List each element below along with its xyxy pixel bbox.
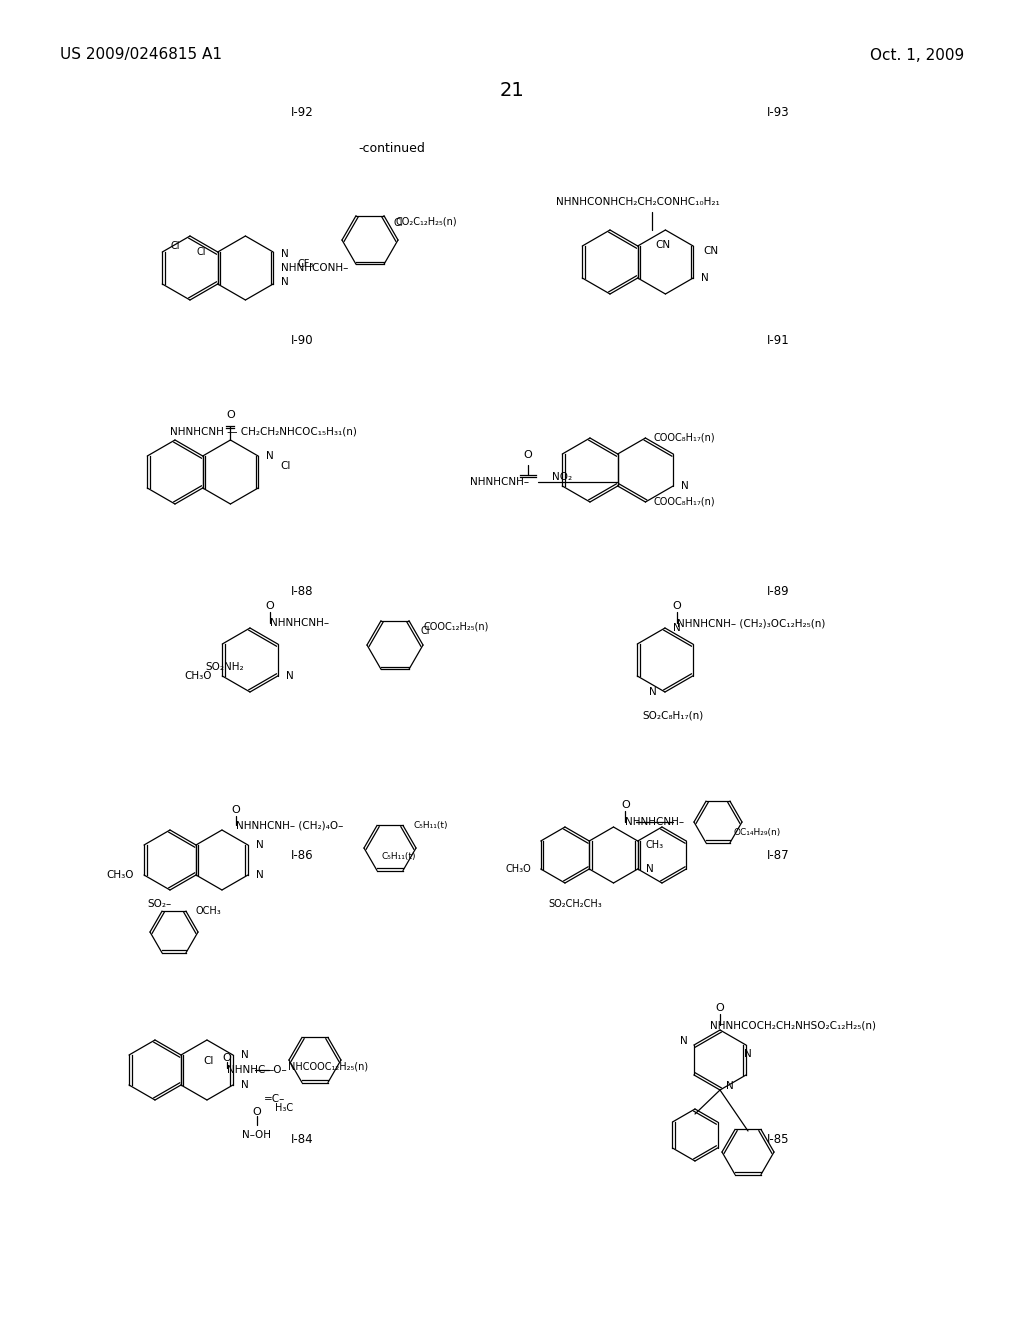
Text: N: N — [646, 865, 653, 874]
Text: N: N — [680, 1036, 688, 1045]
Text: NHNHC–: NHNHC– — [227, 1065, 270, 1074]
Text: N: N — [256, 840, 264, 850]
Text: O: O — [622, 800, 630, 810]
Text: NHCOOC₁₂H₂₅(n): NHCOOC₁₂H₂₅(n) — [288, 1061, 368, 1072]
Text: Cl: Cl — [393, 218, 402, 228]
Text: NHNHCNH–: NHNHCNH– — [470, 477, 529, 487]
Text: Oct. 1, 2009: Oct. 1, 2009 — [869, 48, 964, 62]
Text: O: O — [231, 805, 241, 814]
Text: O: O — [222, 1053, 231, 1063]
Text: O: O — [716, 1003, 724, 1012]
Text: N: N — [744, 1049, 752, 1059]
Text: I-89: I-89 — [767, 585, 790, 598]
Text: CN: CN — [703, 246, 718, 256]
Text: O: O — [226, 411, 234, 420]
Text: H₃C: H₃C — [275, 1104, 293, 1113]
Text: CO₂C₁₂H₂₅(n): CO₂C₁₂H₂₅(n) — [396, 216, 458, 227]
Text: NHNHCNH– (CH₂)₃OC₁₂H₂₅(n): NHNHCNH– (CH₂)₃OC₁₂H₂₅(n) — [677, 618, 825, 628]
Text: I-87: I-87 — [767, 849, 790, 862]
Text: SO₂CH₂CH₃: SO₂CH₂CH₃ — [548, 899, 602, 909]
Text: N–OH: N–OH — [243, 1130, 271, 1140]
Text: I-90: I-90 — [291, 334, 313, 347]
Text: N: N — [241, 1049, 249, 1060]
Text: O: O — [265, 601, 274, 611]
Text: N: N — [701, 273, 709, 282]
Text: CH₃O: CH₃O — [505, 865, 530, 874]
Text: I-88: I-88 — [291, 585, 313, 598]
Text: CH₃O: CH₃O — [106, 870, 134, 880]
Text: I-84: I-84 — [291, 1133, 313, 1146]
Text: N: N — [241, 1080, 249, 1090]
Text: C₅H₁₁(t): C₅H₁₁(t) — [382, 851, 416, 861]
Text: 21: 21 — [500, 81, 524, 99]
Text: NHNHCONHCH₂CH₂CONHC₁₀H₂₁: NHNHCONHCH₂CH₂CONHC₁₀H₂₁ — [556, 197, 720, 207]
Text: -continued: -continued — [358, 141, 425, 154]
Text: N: N — [673, 623, 681, 634]
Text: NHNHCNH– (CH₂)₄O–: NHNHCNH– (CH₂)₄O– — [236, 820, 343, 830]
Text: NHNHCNH–: NHNHCNH– — [270, 618, 329, 628]
Text: COOC₈H₁₇(n): COOC₈H₁₇(n) — [653, 433, 715, 444]
Text: NHNHCOCH₂CH₂NHSO₂C₁₂H₂₅(n): NHNHCOCH₂CH₂NHSO₂C₁₂H₂₅(n) — [710, 1020, 876, 1030]
Text: Cl: Cl — [171, 242, 180, 251]
Text: O: O — [523, 450, 532, 459]
Text: Cl: Cl — [204, 1056, 214, 1067]
Text: Cl: Cl — [281, 461, 291, 471]
Text: CH₃O: CH₃O — [184, 671, 212, 681]
Text: I-92: I-92 — [291, 106, 313, 119]
Text: N: N — [681, 480, 689, 491]
Text: I-91: I-91 — [767, 334, 790, 347]
Text: –O–: –O– — [269, 1065, 288, 1074]
Text: I-85: I-85 — [767, 1133, 790, 1146]
Text: CF₃: CF₃ — [297, 259, 313, 269]
Text: CH₃: CH₃ — [646, 840, 664, 850]
Text: OC₁₄H₂₉(n): OC₁₄H₂₉(n) — [734, 828, 781, 837]
Text: Cl: Cl — [197, 247, 206, 257]
Text: C₅H₁₁(t): C₅H₁₁(t) — [413, 821, 447, 830]
Text: N: N — [282, 249, 289, 259]
Text: COOC₈H₁₇(n): COOC₈H₁₇(n) — [653, 498, 715, 507]
Text: Cl: Cl — [420, 626, 430, 636]
Text: NHNHCNH — CH₂CH₂NHCOC₁₅H₃₁(n): NHNHCNH — CH₂CH₂NHCOC₁₅H₃₁(n) — [170, 426, 357, 437]
Text: N: N — [726, 1081, 734, 1092]
Text: I-93: I-93 — [767, 106, 790, 119]
Text: CN: CN — [655, 240, 671, 249]
Text: NO₂: NO₂ — [552, 473, 572, 482]
Text: =C–: =C– — [264, 1094, 286, 1104]
Text: US 2009/0246815 A1: US 2009/0246815 A1 — [60, 48, 222, 62]
Text: NHNHCONH–: NHNHCONH– — [282, 263, 348, 273]
Text: N: N — [256, 870, 264, 880]
Text: N: N — [649, 686, 657, 697]
Text: OCH₃: OCH₃ — [196, 907, 222, 916]
Text: SO₂–: SO₂– — [147, 899, 172, 909]
Text: O: O — [253, 1107, 261, 1117]
Text: O: O — [673, 601, 681, 611]
Text: I-86: I-86 — [291, 849, 313, 862]
Text: NHNHCNH–: NHNHCNH– — [626, 817, 685, 828]
Text: N: N — [282, 277, 289, 286]
Text: SO₂C₈H₁₇(n): SO₂C₈H₁₇(n) — [642, 710, 703, 719]
Text: SO₂NH₂: SO₂NH₂ — [205, 663, 244, 672]
Text: N: N — [266, 451, 273, 461]
Text: N: N — [286, 671, 294, 681]
Text: COOC₁₂H₂₅(n): COOC₁₂H₂₅(n) — [423, 622, 488, 632]
